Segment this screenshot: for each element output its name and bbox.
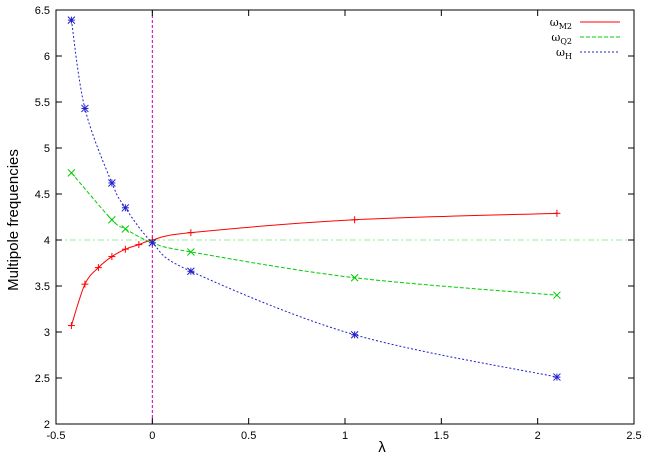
data-point-m2 bbox=[135, 241, 143, 249]
y-tick-label: 6 bbox=[44, 51, 50, 63]
y-tick-label: 4 bbox=[44, 235, 50, 247]
data-point-q2 bbox=[108, 215, 116, 224]
y-tick-label: 5.5 bbox=[35, 97, 50, 109]
series-m2 bbox=[67, 209, 561, 330]
y-tick-label: 2.5 bbox=[35, 373, 50, 385]
data-point-m2 bbox=[94, 264, 102, 272]
data-point-h bbox=[121, 203, 130, 212]
y-tick-label: 3 bbox=[44, 327, 50, 339]
series-h bbox=[67, 16, 561, 381]
x-tick-label: 1.5 bbox=[434, 430, 449, 442]
data-point-h bbox=[350, 330, 359, 339]
x-tick-label: 0.5 bbox=[241, 430, 256, 442]
x-tick-label: 2.5 bbox=[626, 430, 641, 442]
y-tick-label: 3.5 bbox=[35, 281, 50, 293]
x-tick-label: 0 bbox=[149, 430, 155, 442]
x-tick-label: 1 bbox=[342, 430, 348, 442]
data-point-h bbox=[187, 267, 195, 276]
legend-label-h: ωH bbox=[556, 46, 572, 61]
legend-label-m2: ωM2 bbox=[550, 16, 572, 31]
data-point-m2 bbox=[553, 209, 561, 217]
x-tick-label: -0.5 bbox=[47, 430, 66, 442]
y-axis-title: Multipole frequencies bbox=[5, 149, 22, 291]
data-point-h bbox=[108, 179, 116, 187]
data-point-q2 bbox=[121, 225, 130, 233]
data-point-q2 bbox=[187, 248, 195, 256]
data-point-m2 bbox=[351, 216, 359, 224]
x-tick-label: 2 bbox=[535, 430, 541, 442]
legend-label-q2: ωQ2 bbox=[551, 31, 572, 46]
data-point-h bbox=[81, 104, 89, 113]
series-line-m2 bbox=[70, 212, 557, 326]
data-point-h bbox=[67, 16, 76, 24]
data-point-q2 bbox=[67, 168, 76, 177]
data-point-m2 bbox=[187, 229, 195, 237]
data-point-q2 bbox=[350, 273, 359, 282]
y-tick-label: 5 bbox=[44, 143, 50, 155]
series-layer bbox=[67, 16, 561, 381]
y-tick-label: 6.5 bbox=[35, 5, 50, 17]
y-tick-label: 4.5 bbox=[35, 189, 50, 201]
data-point-q2 bbox=[553, 291, 561, 300]
x-axis-title: λ bbox=[378, 439, 386, 456]
data-point-m2 bbox=[67, 322, 75, 330]
data-point-m2 bbox=[121, 245, 129, 253]
reference-lines bbox=[56, 10, 634, 424]
data-point-m2 bbox=[108, 253, 116, 261]
y-tick-label: 2 bbox=[44, 419, 50, 431]
axis-ticks: -0.5 0 0.5 1 1.5 2 2.5 2 2.5 3 3.5 4 4.5 5 5.5 6 6.5 bbox=[35, 5, 642, 442]
series-q2 bbox=[67, 168, 561, 300]
data-point-h bbox=[553, 373, 561, 381]
data-point-m2 bbox=[81, 280, 89, 288]
series-line-h bbox=[70, 20, 558, 378]
data-point-h bbox=[148, 238, 157, 247]
plot-frame bbox=[55, 9, 635, 425]
